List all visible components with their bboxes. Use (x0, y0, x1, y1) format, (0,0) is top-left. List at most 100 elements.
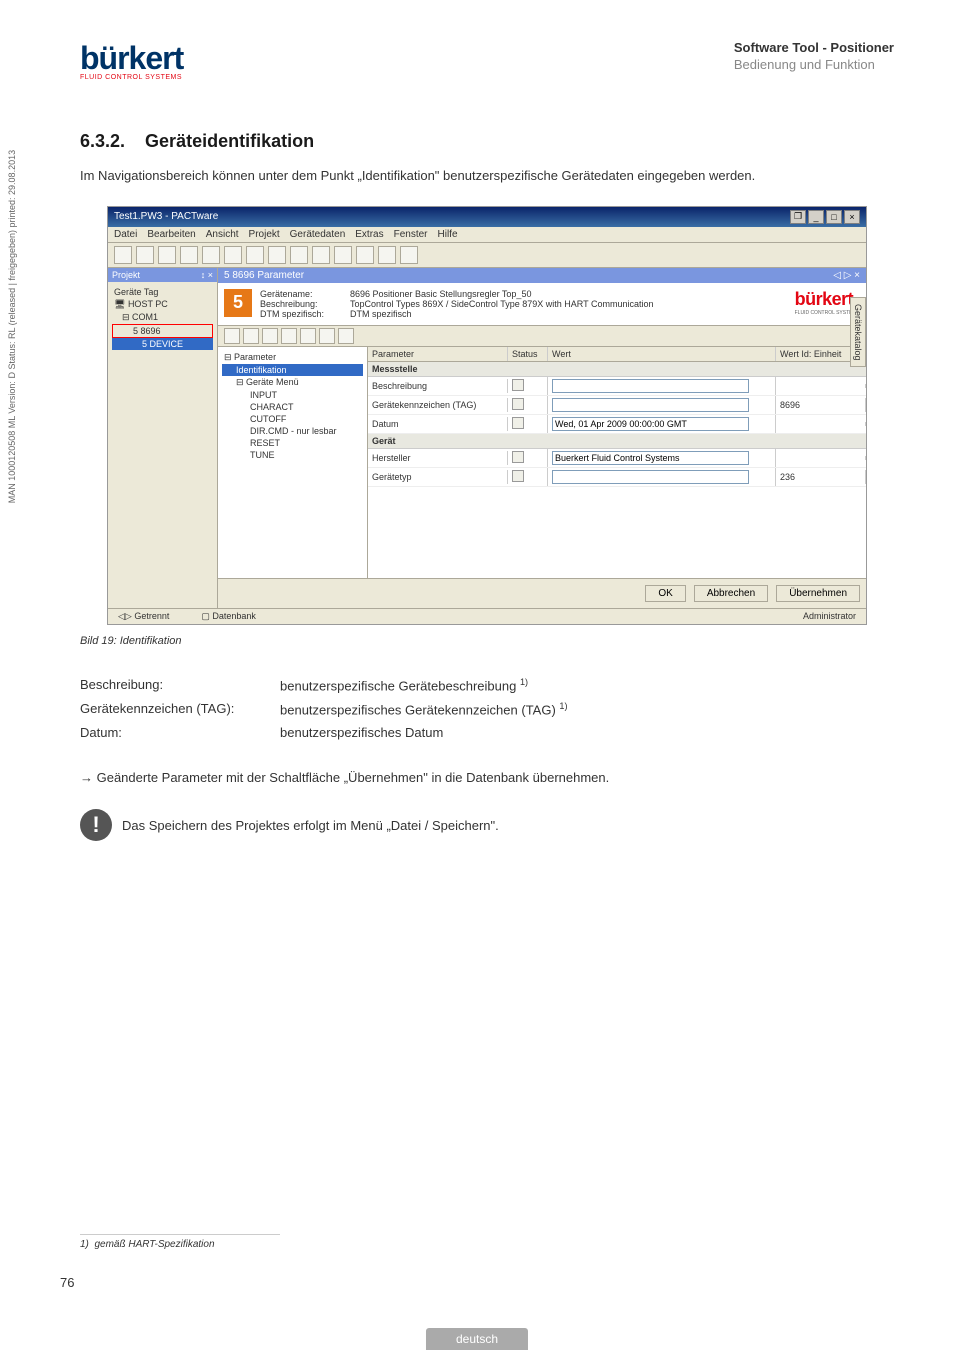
nav-icons[interactable]: ◁ ▷ × (833, 270, 860, 281)
sub-toolbar-icon[interactable] (243, 328, 259, 344)
sub-toolbar-icon[interactable] (319, 328, 335, 344)
param-tree-item[interactable]: CUTOFF (222, 413, 363, 425)
screenshot: Test1.PW3 - PACTware ❐ _ □ × Datei Bearb… (107, 206, 867, 625)
grid-section: Messstelle (368, 362, 866, 377)
grid-header-param: Parameter (368, 347, 508, 361)
side-metadata: MAN 1000120508 ML Version: D Status: RL … (7, 150, 17, 503)
ok-button[interactable]: OK (645, 585, 685, 602)
grid-header-status: Status (508, 347, 548, 361)
param-tree-item[interactable]: INPUT (222, 389, 363, 401)
wert-input[interactable] (552, 398, 749, 412)
toolbar (108, 243, 866, 268)
status-icon (512, 451, 524, 463)
tree-item[interactable]: 5 8696 (112, 324, 213, 338)
page-number: 76 (60, 1275, 74, 1290)
param-tree-item[interactable]: DIR.CMD - nur lesbar (222, 425, 363, 437)
toolbar-icon[interactable] (246, 246, 264, 264)
logo-text: bürkert (80, 40, 183, 77)
wert-input[interactable] (552, 417, 749, 431)
menu-fenster[interactable]: Fenster (394, 229, 428, 240)
definitions: Beschreibung: benutzerspezifische Geräte… (80, 677, 894, 741)
param-tree-item[interactable]: ⊟ Parameter (222, 351, 363, 364)
note-icon: ! (80, 809, 112, 841)
toolbar-icon[interactable] (312, 246, 330, 264)
def-term: Gerätekennzeichen (TAG): (80, 701, 280, 717)
sub-toolbar-icon[interactable] (338, 328, 354, 344)
grid-row: Hersteller (368, 449, 866, 468)
device-icon: 5 (224, 289, 252, 317)
intro-text: Im Navigationsbereich können unter dem P… (80, 166, 894, 186)
param-tree-item[interactable]: ⊟ Geräte Menü (222, 376, 363, 389)
def-value: benutzerspezifisches Gerätekennzeichen (… (280, 701, 894, 717)
param-tree-item-selected[interactable]: Identifikation (222, 364, 363, 376)
sub-toolbar (218, 326, 866, 347)
device-meta: Gerätename:8696 Positioner Basic Stellun… (260, 289, 787, 319)
note-box: ! Das Speichern des Projektes erfolgt im… (80, 809, 894, 841)
side-tab[interactable]: Gerätekatalog (850, 297, 866, 368)
status-icon (512, 379, 524, 391)
projekt-header-label: Projekt (112, 270, 140, 280)
toolbar-icon[interactable] (268, 246, 286, 264)
grid-header-wert: Wert (548, 347, 776, 361)
sub-toolbar-icon[interactable] (281, 328, 297, 344)
doc-subtitle: Bedienung und Funktion (734, 57, 894, 72)
cancel-button[interactable]: Abbrechen (694, 585, 768, 602)
tree-item[interactable]: Geräte Tag (112, 286, 213, 298)
toolbar-icon[interactable] (180, 246, 198, 264)
toolbar-icon[interactable] (202, 246, 220, 264)
grid-row: Gerätekennzeichen (TAG) 8696 (368, 396, 866, 415)
grid-section: Gerät (368, 434, 866, 449)
menu-geraetedaten[interactable]: Gerätedaten (290, 229, 346, 240)
menu-bearbeiten[interactable]: Bearbeiten (147, 229, 195, 240)
instruction: → Geänderte Parameter mit der Schaltfläc… (80, 770, 894, 785)
sub-toolbar-icon[interactable] (300, 328, 316, 344)
main-panel: 5 8696 Parameter ◁ ▷ × 5 Gerätename:8696… (218, 268, 866, 608)
sub-toolbar-icon[interactable] (262, 328, 278, 344)
toolbar-icon[interactable] (114, 246, 132, 264)
tree-item[interactable]: ⊟ COM1 (112, 311, 213, 324)
titlebar: Test1.PW3 - PACTware ❐ _ □ × (108, 207, 866, 227)
param-tree-item[interactable]: CHARACT (222, 401, 363, 413)
menu-extras[interactable]: Extras (355, 229, 383, 240)
menu-datei[interactable]: Datei (114, 229, 137, 240)
minimize-icon[interactable]: _ (808, 210, 824, 224)
toolbar-icon[interactable] (378, 246, 396, 264)
toolbar-icon[interactable] (158, 246, 176, 264)
status-icon (512, 417, 524, 429)
wert-input[interactable] (552, 470, 749, 484)
projekt-pin-icon[interactable]: ↕ × (201, 270, 213, 280)
section-heading: 6.3.2.Geräteidentifikation (80, 131, 894, 152)
wert-input[interactable] (552, 451, 749, 465)
toolbar-icon[interactable] (400, 246, 418, 264)
doc-title: Software Tool - Positioner (734, 40, 894, 55)
param-tree-item[interactable]: TUNE (222, 449, 363, 461)
sub-toolbar-icon[interactable] (224, 328, 240, 344)
def-value: benutzerspezifisches Datum (280, 725, 894, 740)
section-number: 6.3.2. (80, 131, 125, 151)
def-term: Datum: (80, 725, 280, 740)
button-bar: OK Abbrechen Übernehmen (218, 578, 866, 608)
apply-button[interactable]: Übernehmen (776, 585, 860, 602)
toolbar-icon[interactable] (356, 246, 374, 264)
toolbar-icon[interactable] (224, 246, 242, 264)
toolbar-icon[interactable] (334, 246, 352, 264)
param-tree: ⊟ Parameter Identifikation ⊟ Geräte Menü… (218, 347, 368, 578)
def-term: Beschreibung: (80, 677, 280, 693)
menu-hilfe[interactable]: Hilfe (438, 229, 458, 240)
logo-block: bürkert FLUID CONTROL SYSTEMS (80, 40, 183, 81)
toolbar-icon[interactable] (136, 246, 154, 264)
maximize-icon[interactable]: □ (826, 210, 842, 224)
tree-item-selected[interactable]: 5 DEVICE (112, 338, 213, 350)
menu-projekt[interactable]: Projekt (249, 229, 280, 240)
grid-row: Gerätetyp 236 (368, 468, 866, 487)
menu-ansicht[interactable]: Ansicht (206, 229, 239, 240)
window-title: Test1.PW3 - PACTware (114, 211, 218, 222)
toolbar-icon[interactable] (290, 246, 308, 264)
close-icon[interactable]: × (844, 210, 860, 224)
param-header-label: 5 8696 Parameter (224, 270, 304, 281)
restore-icon[interactable]: ❐ (790, 210, 806, 224)
def-value: benutzerspezifische Gerätebeschreibung 1… (280, 677, 894, 693)
tree-item[interactable]: 🖥 HOST PC (112, 298, 213, 311)
wert-input[interactable] (552, 379, 749, 393)
param-tree-item[interactable]: RESET (222, 437, 363, 449)
